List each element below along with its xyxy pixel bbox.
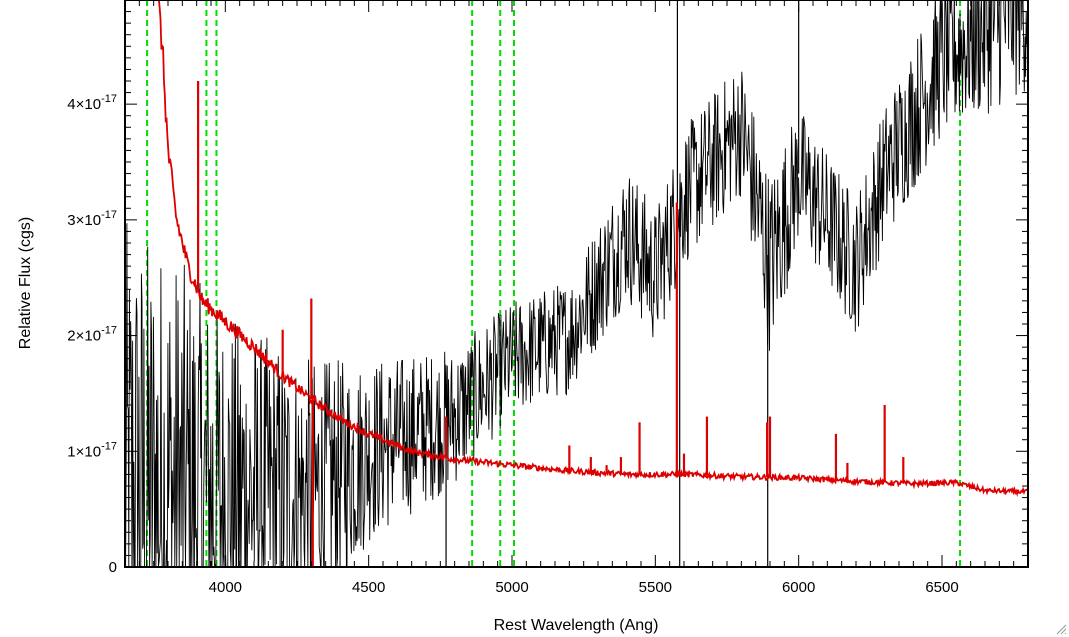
y-tick-label: 2×10-17 <box>67 325 117 345</box>
y-axis-title: Relative Flux (cgs) <box>17 217 34 349</box>
spectrum-line <box>125 0 1028 567</box>
x-tick-label: 6500 <box>925 579 958 596</box>
y-tick-exponent: -17 <box>101 209 117 221</box>
x-tick-label: 6000 <box>782 579 815 596</box>
y-tick-label: 1×10-17 <box>67 440 117 460</box>
y-tick-label: 4×10-17 <box>67 93 117 113</box>
axis-ticks <box>124 0 1029 568</box>
y-tick-exponent: -17 <box>101 325 117 337</box>
x-tick-label: 5500 <box>639 579 672 596</box>
x-axis-title: Rest Wavelength (Ang) <box>494 617 659 634</box>
error-spectrum-line <box>158 0 1028 498</box>
x-tick-label: 5000 <box>495 579 528 596</box>
x-tick-label: 4500 <box>352 579 385 596</box>
y-tick-exponent: -17 <box>101 93 117 105</box>
y-tick-mantissa: 4×10 <box>67 96 101 113</box>
x-tick-label: 4000 <box>209 579 242 596</box>
plot-frame <box>124 0 1029 568</box>
reference-lines <box>146 0 962 567</box>
series-layer <box>125 0 1028 567</box>
y-tick-labels: 01×10-172×10-173×10-174×10-17 <box>67 93 117 576</box>
y-tick-label: 0 <box>109 559 117 576</box>
y-tick-mantissa: 1×10 <box>67 443 101 460</box>
axes-frame <box>124 0 1029 568</box>
x-tick-labels: 4000 4500 5000 5500 6000 6500 <box>209 579 959 596</box>
y-tick-mantissa: 2×10 <box>67 328 101 345</box>
plot-area <box>125 0 1028 567</box>
y-tick-exponent: -17 <box>101 440 117 452</box>
resize-grip-icon[interactable] <box>1055 623 1067 635</box>
y-tick-label: 3×10-17 <box>67 209 117 229</box>
y-tick-mantissa: 3×10 <box>67 212 101 229</box>
y-tick-mantissa: 0 <box>109 559 117 576</box>
